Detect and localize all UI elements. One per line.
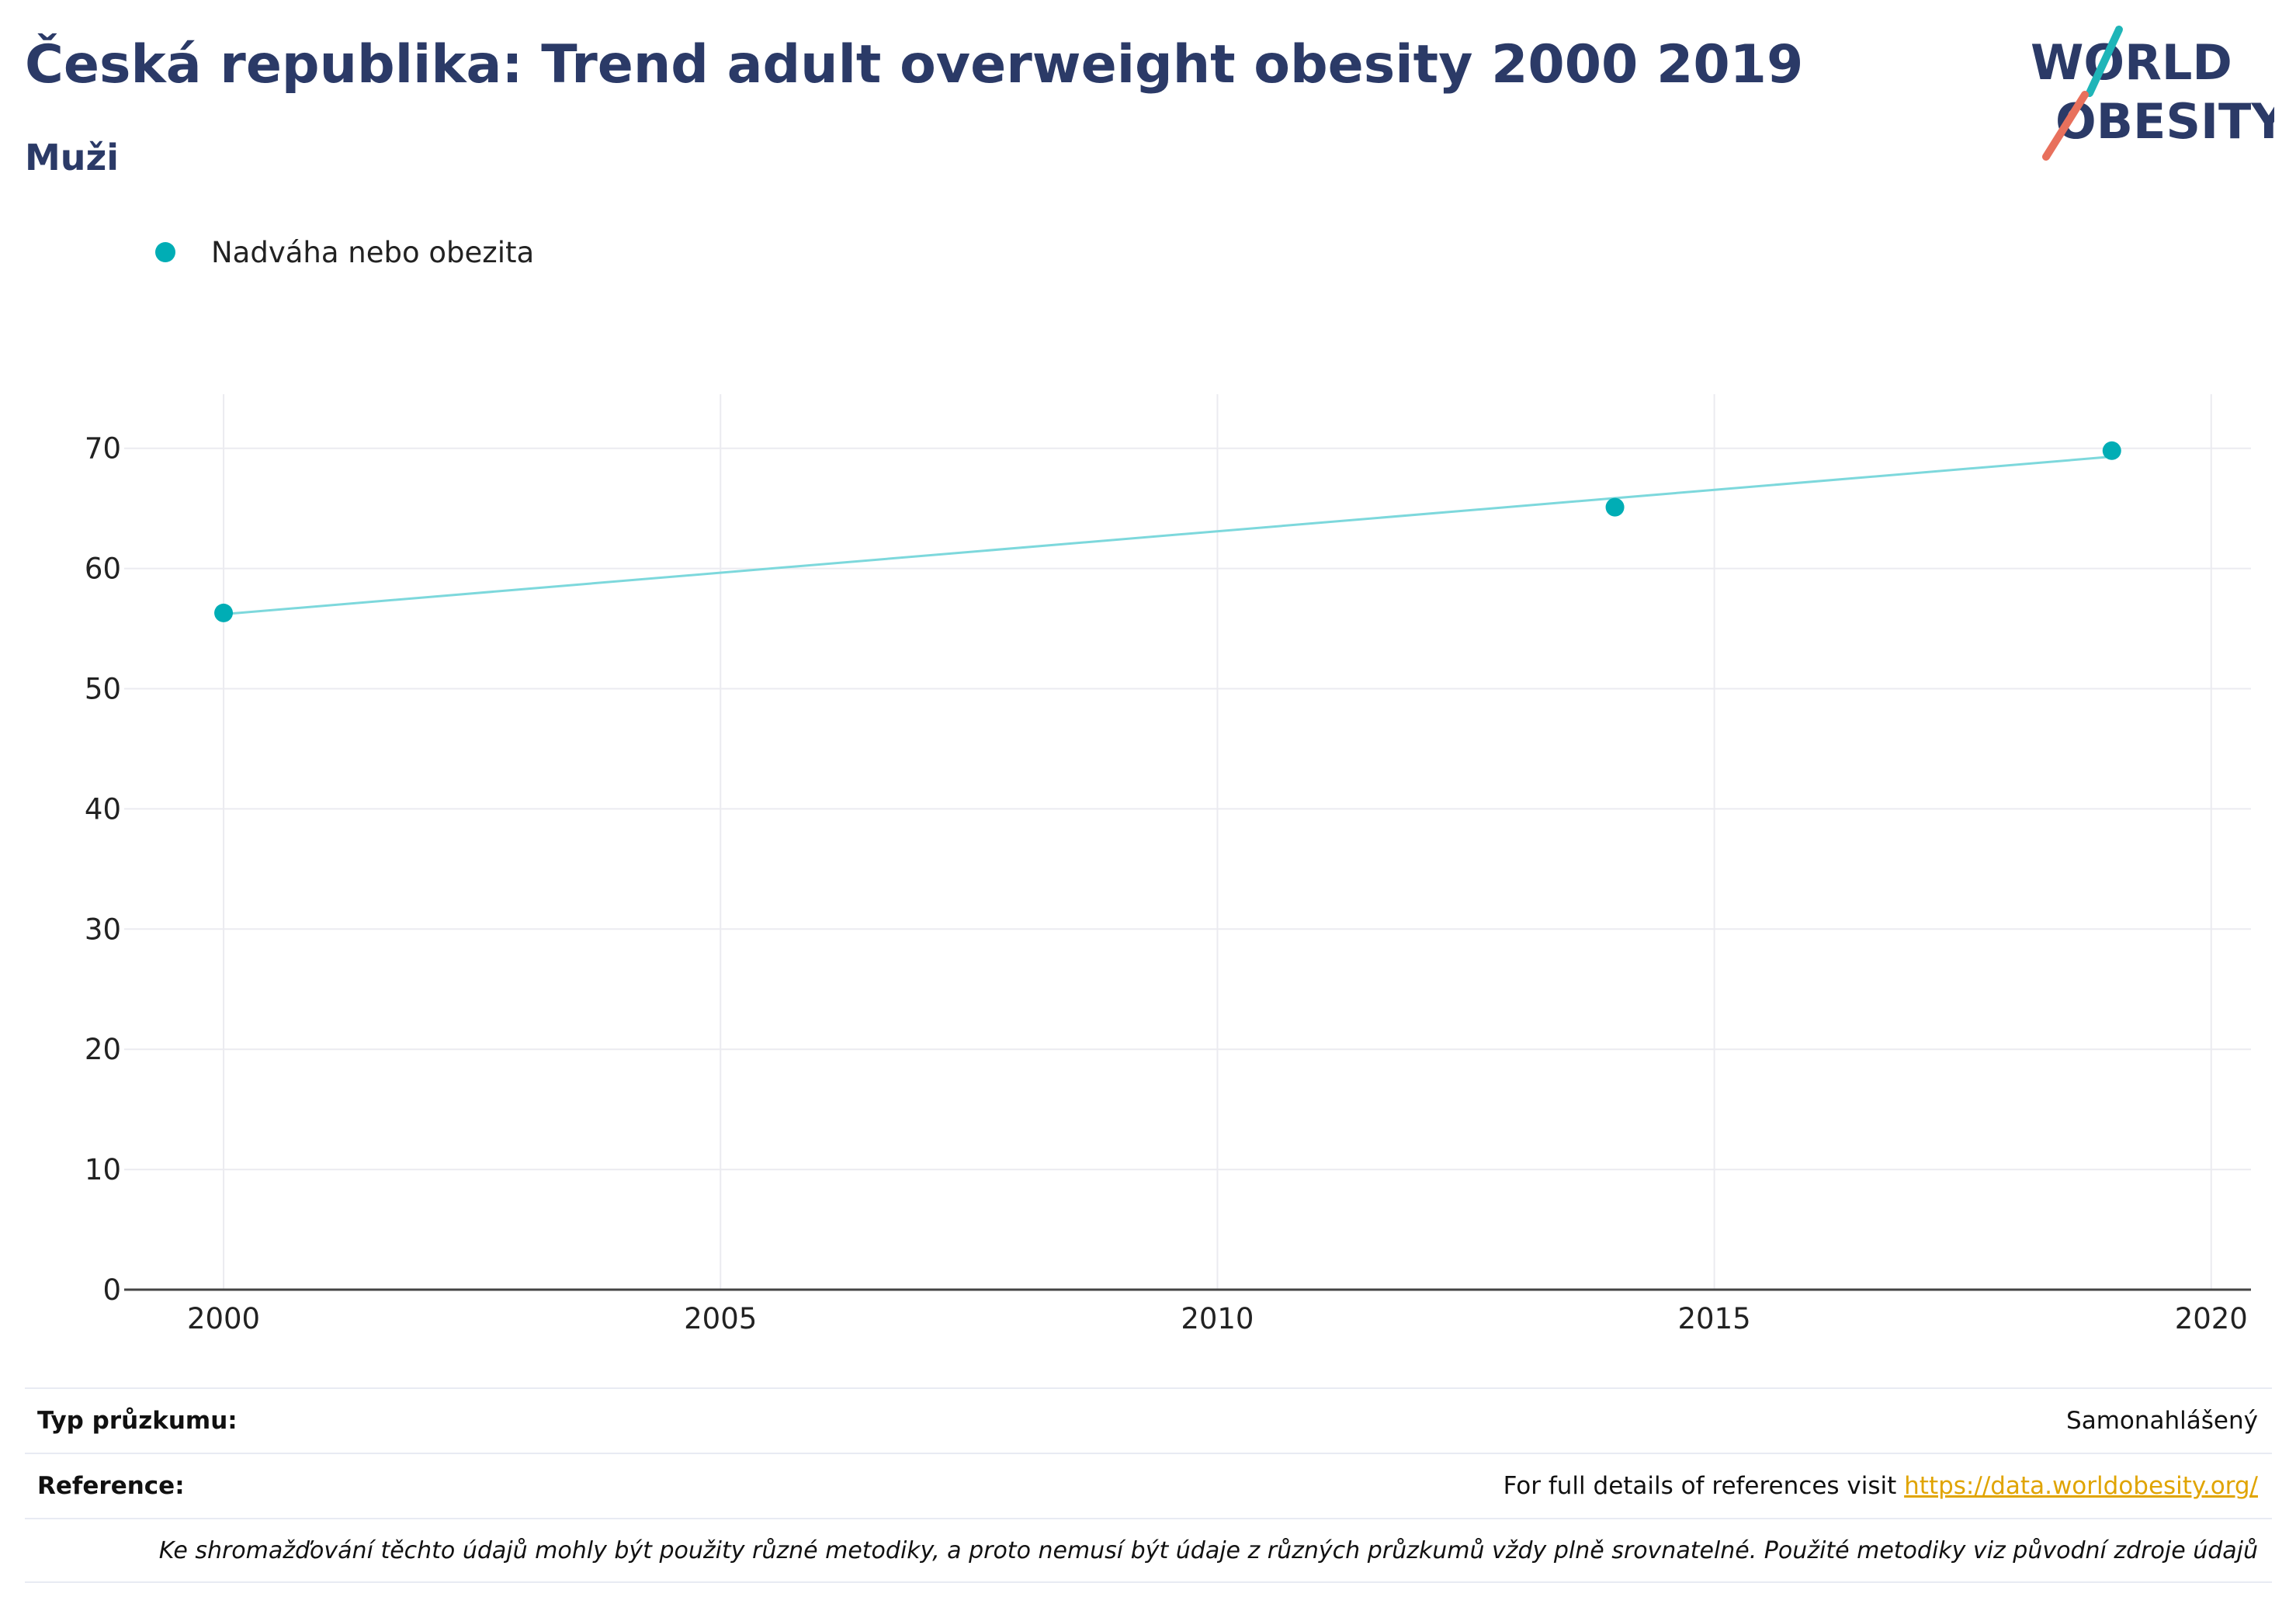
chart-legend: Nadváha nebo obezita [155, 233, 534, 272]
data-points [214, 441, 2121, 622]
trend-line-group [223, 455, 2112, 615]
y-tick-label: 40 [85, 792, 121, 826]
data-point[interactable] [1605, 497, 1625, 517]
reference-label: Reference: [37, 1472, 185, 1500]
logo-teal-slash [2086, 26, 2123, 97]
methodology-note-row: Ke shromažďování těchto údajů mohly být … [25, 1518, 2272, 1583]
data-point[interactable] [214, 603, 234, 622]
y-tick-label: 60 [85, 552, 121, 586]
y-tick-label: 70 [85, 432, 121, 466]
legend-label: Nadváha nebo obezita [211, 235, 535, 269]
reference-text: For full details of references visit [1503, 1472, 1897, 1500]
y-tick-label: 20 [85, 1033, 121, 1066]
x-tick-label: 2015 [1678, 1302, 1751, 1335]
chart-grid [124, 394, 2251, 1290]
data-point[interactable] [2102, 441, 2121, 460]
x-axis-ticks: 2000 2005 2010 2015 2020 [187, 1302, 2248, 1335]
chart-title: Česká republika: Trend adult overweight … [25, 34, 1804, 95]
logo-coral-slash [2042, 91, 2089, 161]
chart-subtitle: Muži [25, 137, 120, 178]
reference-row: Reference: For full details of reference… [25, 1453, 2272, 1518]
survey-type-value: Samonahlášený [2066, 1407, 2258, 1435]
survey-type-label: Typ průzkumu: [37, 1407, 238, 1435]
x-tick-label: 2020 [2175, 1302, 2248, 1335]
x-tick-label: 2010 [1181, 1302, 1254, 1335]
logo-line-1: WORLD [2031, 34, 2232, 91]
world-obesity-logo: WORLD OBESITY [2031, 26, 2274, 161]
y-tick-label: 10 [85, 1153, 121, 1186]
x-tick-label: 2005 [684, 1302, 757, 1335]
y-tick-label: 50 [85, 673, 121, 706]
survey-type-row: Typ průzkumu: Samonahlášený [25, 1387, 2272, 1453]
line-chart: 2000 2005 2010 2015 2020 0 10 20 30 40 50 60 70 [85, 394, 2251, 1335]
y-tick-label: 0 [102, 1273, 121, 1307]
reference-value: For full details of references visit htt… [1503, 1472, 2258, 1500]
reference-link[interactable]: https://data.worldobesity.org/ [1904, 1472, 2258, 1500]
y-tick-label: 30 [85, 913, 121, 946]
methodology-note: Ke shromažďování těchto údajů mohly být … [158, 1536, 2258, 1564]
legend-marker [155, 242, 175, 262]
y-axis-ticks: 0 10 20 30 40 50 60 70 [85, 432, 121, 1307]
trend-line [223, 455, 2112, 615]
x-tick-label: 2000 [187, 1302, 260, 1335]
logo-line-2: OBESITY [2055, 93, 2274, 150]
